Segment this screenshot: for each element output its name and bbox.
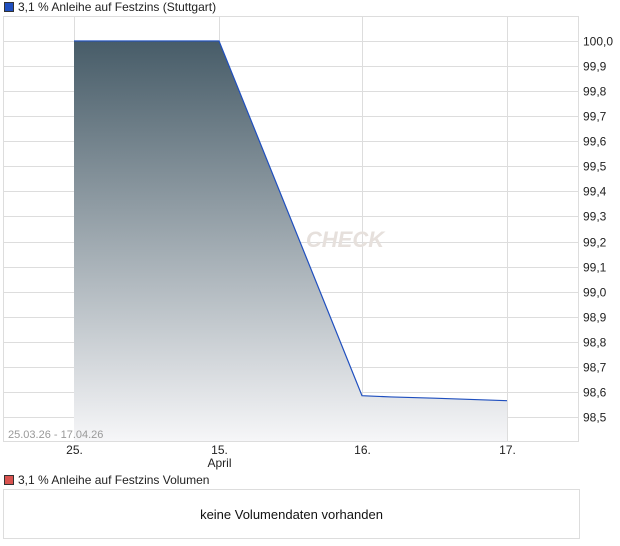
y-tick-label: 99,8 (583, 85, 607, 99)
volume-legend: 3,1 % Anleihe auf Festzins Volumen (4, 473, 209, 487)
y-tick-label: 99,6 (583, 135, 607, 149)
x-tick-label: 15. (211, 443, 228, 457)
price-legend-swatch (4, 2, 14, 12)
x-tick-label: 25. (66, 443, 83, 457)
x-month-label: April (207, 456, 231, 470)
date-range: 25.03.26 - 17.04.26 (8, 429, 103, 441)
y-tick-label: 99,5 (583, 160, 607, 174)
y-tick-label: 98,6 (583, 386, 607, 400)
y-tick-label: 98,7 (583, 361, 607, 375)
x-tick-label: 16. (354, 443, 371, 457)
volume-empty-message: keine Volumendaten vorhanden (200, 506, 383, 522)
y-tick-label: 99,1 (583, 261, 607, 275)
y-tick-label: 99,7 (583, 110, 607, 124)
y-tick-label: 99,4 (583, 185, 607, 199)
y-tick-label: 98,5 (583, 411, 607, 425)
volume-legend-swatch (4, 475, 14, 485)
volume-legend-label: 3,1 % Anleihe auf Festzins Volumen (18, 473, 210, 487)
y-tick-label: 98,9 (583, 311, 607, 325)
price-legend: 3,1 % Anleihe auf Festzins (Stuttgart) (4, 0, 216, 14)
watermark-logo: CHECK (306, 227, 386, 252)
y-tick-label: 99,0 (583, 286, 607, 300)
volume-panel: keine Volumendaten vorhanden (3, 489, 580, 539)
y-tick-label: 99,3 (583, 210, 607, 224)
price-legend-label: 3,1 % Anleihe auf Festzins (Stuttgart) (18, 0, 217, 14)
x-tick-label: 17. (499, 443, 516, 457)
price-chart: CHECK 25.03.26 - 17.04.26 100,0 99,9 99,8 9… (3, 16, 613, 470)
y-tick-label: 99,2 (583, 236, 607, 250)
y-tick-label: 99,9 (583, 60, 607, 74)
price-area (74, 40, 507, 441)
y-tick-label: 98,8 (583, 336, 607, 350)
y-tick-label: 100,0 (583, 35, 613, 49)
